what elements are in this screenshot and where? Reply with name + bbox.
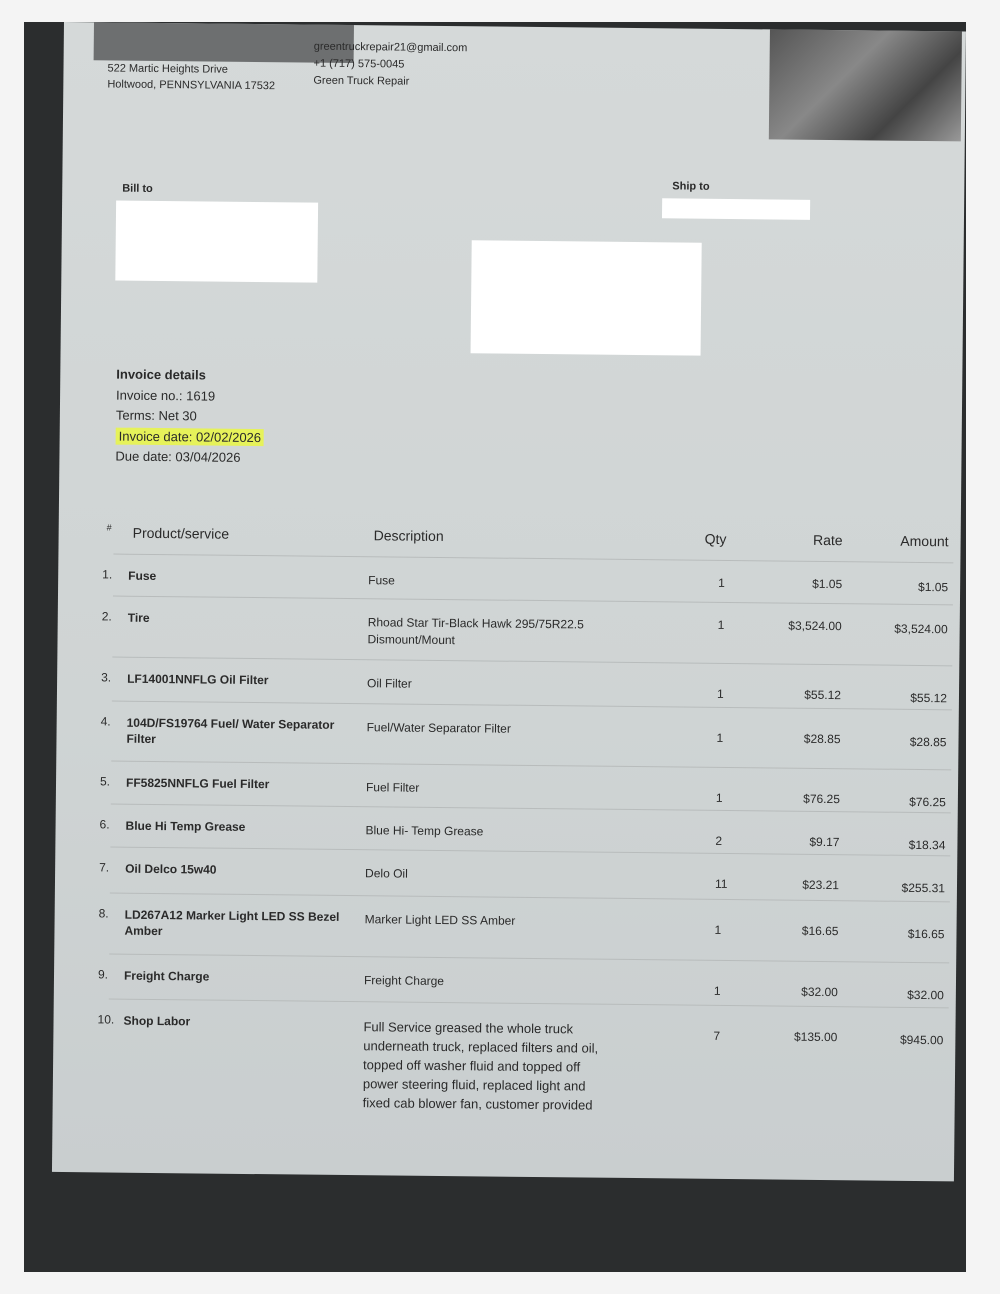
company-phone: +1 (717) 575-0045 xyxy=(313,57,405,71)
row-number: 5. xyxy=(99,774,111,789)
row-amount: $76.25 xyxy=(909,794,946,810)
due-date: Due date: 03/04/2026 xyxy=(115,448,241,465)
row-number: 2. xyxy=(101,609,112,624)
row-rate: $55.12 xyxy=(804,687,842,703)
ship-to-label: Ship to xyxy=(672,180,710,193)
row-qty: 1 xyxy=(716,686,724,701)
header-description: Description xyxy=(373,527,444,545)
header-number: # xyxy=(106,522,112,533)
row-amount: $945.00 xyxy=(899,1032,944,1048)
row-rate: $32.00 xyxy=(801,984,838,1000)
row-qty: 1 xyxy=(713,983,721,998)
row-rate: $9.17 xyxy=(809,834,840,850)
row-description: Fuse xyxy=(368,573,395,588)
row-amount: $55.12 xyxy=(910,690,948,706)
company-address: 522 Martic Heights Drive Holtwood, PENNS… xyxy=(107,60,275,94)
row-amount: $1.05 xyxy=(918,579,949,595)
company-contact: greentruckrepair21@gmail.com +1 (717) 57… xyxy=(313,39,467,92)
row-number: 3. xyxy=(101,670,112,685)
row-amount: $18.34 xyxy=(908,837,946,853)
row-qty: 1 xyxy=(718,575,725,590)
row-product: Fuse xyxy=(128,568,157,583)
row-number: 6. xyxy=(99,817,110,832)
invoice-details-title: Invoice details xyxy=(116,366,206,383)
row-product: Blue Hi Temp Grease xyxy=(125,818,246,834)
row-number: 1. xyxy=(102,567,113,582)
row-qty: 7 xyxy=(713,1028,721,1043)
redacted-bill-to xyxy=(115,200,319,283)
row-divider xyxy=(108,998,949,1009)
row-description: Blue Hi- Temp Grease xyxy=(365,823,484,839)
row-qty: 1 xyxy=(717,617,725,632)
row-rate: $76.25 xyxy=(803,791,840,807)
row-divider xyxy=(109,953,950,964)
invoice-number: Invoice no.: 1619 xyxy=(116,387,216,404)
row-divider xyxy=(112,656,953,667)
row-number: 4. xyxy=(100,714,111,729)
company-name: Green Truck Repair xyxy=(313,74,410,88)
bill-to-label: Bill to xyxy=(122,182,153,195)
row-product: Freight Charge xyxy=(123,968,210,984)
invoice-paper: 522 Martic Heights Drive Holtwood, PENNS… xyxy=(51,22,966,1182)
row-qty: 2 xyxy=(715,833,723,848)
row-amount: $3,524.00 xyxy=(894,621,948,637)
row-product: Oil Delco 15w40 xyxy=(125,861,217,877)
row-rate: $16.65 xyxy=(801,923,839,939)
company-photo xyxy=(768,29,962,142)
row-amount: $16.65 xyxy=(907,926,945,942)
address-line2: Holtwood, PENNSYLVANIA 17532 xyxy=(107,78,276,93)
row-product: Shop Labor xyxy=(123,1013,191,1029)
header-qty: Qty xyxy=(704,530,727,547)
row-rate: $23.21 xyxy=(802,877,840,893)
row-divider xyxy=(109,892,950,903)
row-description: Full Service greased the whole truck und… xyxy=(362,1019,599,1113)
row-description: Marker Light LED SS Amber xyxy=(364,912,516,928)
invoice-date: Invoice date: 02/02/2026 xyxy=(115,427,265,446)
row-number: 9. xyxy=(97,967,109,982)
row-product: LF14001NNFLG Oil Filter xyxy=(127,671,269,688)
row-product: 104D/FS19764 Fuel/ Water Separator Filte… xyxy=(126,715,335,747)
row-qty: 11 xyxy=(714,876,728,891)
invoice-details: Invoice details Invoice no.: 1619 Terms:… xyxy=(115,365,265,469)
address-line1: 522 Martic Heights Drive xyxy=(107,62,229,76)
row-divider xyxy=(112,595,953,606)
row-amount: $255.31 xyxy=(901,880,946,896)
row-rate: $1.05 xyxy=(812,576,843,592)
row-description: Delo Oil xyxy=(365,866,408,881)
row-amount: $32.00 xyxy=(907,987,944,1003)
header-rate: Rate xyxy=(812,531,843,549)
row-qty: 1 xyxy=(716,730,724,745)
row-qty: 1 xyxy=(715,790,723,805)
row-divider xyxy=(111,760,952,771)
row-number: 7. xyxy=(99,860,110,875)
row-product: FF5825NNFLG Fuel Filter xyxy=(125,775,270,792)
row-product: LD267A12 Marker Light LED SS Bezel Amber xyxy=(124,907,340,939)
row-product: Tire xyxy=(127,610,150,625)
row-number: 8. xyxy=(98,906,109,921)
row-qty: 1 xyxy=(714,922,722,937)
redacted-block xyxy=(470,240,702,356)
invoice-terms: Terms: Net 30 xyxy=(115,407,197,424)
scanned-page: 522 Martic Heights Drive Holtwood, PENNS… xyxy=(24,22,966,1272)
row-description: Fuel/Water Separator Filter xyxy=(366,720,511,736)
header-amount: Amount xyxy=(900,532,949,550)
row-rate: $3,524.00 xyxy=(788,618,842,634)
row-description: Fuel Filter xyxy=(365,780,420,795)
row-description: Rhoad Star Tir-Black Hawk 295/75R22.5 Di… xyxy=(367,615,584,648)
row-description: Oil Filter xyxy=(367,676,412,691)
row-description: Freight Charge xyxy=(363,973,445,989)
row-amount: $28.85 xyxy=(909,734,947,750)
redacted-ship-to xyxy=(661,198,811,220)
header-product: Product/service xyxy=(132,524,230,542)
row-divider xyxy=(113,553,954,564)
row-rate: $28.85 xyxy=(803,731,841,747)
row-rate: $135.00 xyxy=(793,1029,838,1045)
company-email: greentruckrepair21@gmail.com xyxy=(313,40,468,55)
row-number: 10. xyxy=(97,1012,115,1027)
